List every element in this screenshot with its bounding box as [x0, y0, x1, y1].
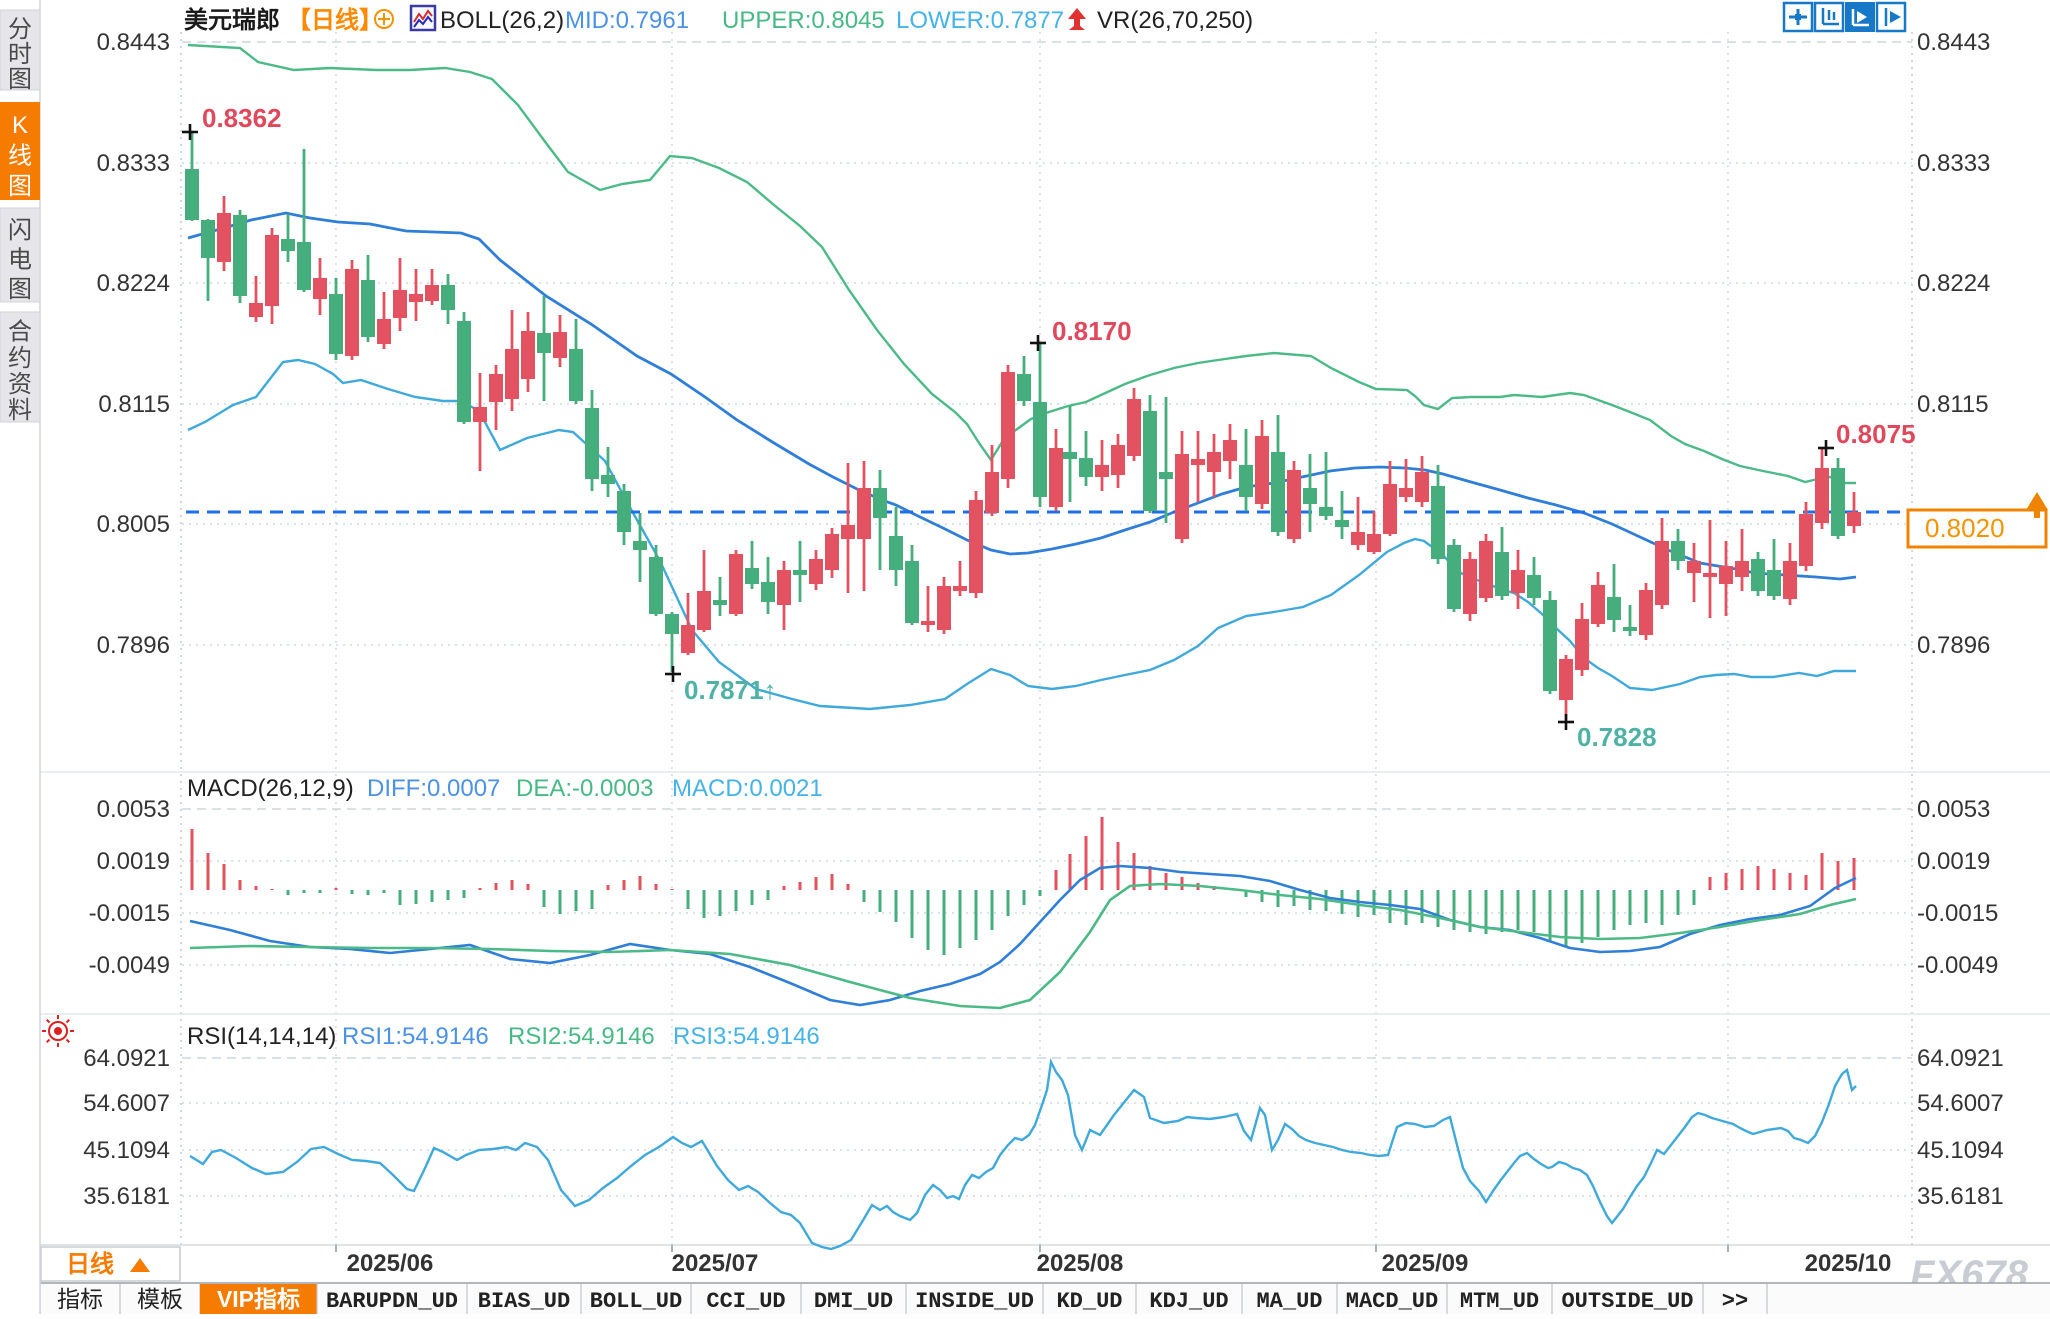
svg-text:0.0019: 0.0019 — [97, 848, 170, 875]
svg-text:RSI(14,14,14): RSI(14,14,14) — [187, 1023, 336, 1050]
svg-text:>>: >> — [1722, 1289, 1748, 1314]
svg-text:0.8115: 0.8115 — [98, 391, 170, 418]
svg-text:0.7871↑: 0.7871↑ — [684, 675, 777, 705]
svg-text:-0.0049: -0.0049 — [1917, 952, 1998, 979]
svg-text:0.8224: 0.8224 — [97, 270, 170, 297]
svg-text:2025/10: 2025/10 — [1805, 1250, 1892, 1277]
svg-text:64.0921: 64.0921 — [1917, 1045, 2004, 1072]
svg-text:0.8362: 0.8362 — [202, 103, 282, 133]
svg-text:DIFF:0.0007: DIFF:0.0007 — [367, 775, 500, 802]
svg-text:MTM_UD: MTM_UD — [1460, 1289, 1539, 1314]
svg-text:LOWER:0.7877: LOWER:0.7877 — [896, 7, 1064, 34]
svg-text:图: 图 — [8, 276, 32, 303]
svg-text:-0.0015: -0.0015 — [89, 900, 170, 927]
svg-text:约: 约 — [8, 345, 32, 372]
svg-text:UPPER:0.8045: UPPER:0.8045 — [722, 7, 885, 34]
svg-text:0.8115: 0.8115 — [1917, 391, 1989, 418]
svg-text:MACD:0.0021: MACD:0.0021 — [672, 775, 823, 802]
svg-text:0.8333: 0.8333 — [1917, 150, 1990, 177]
svg-text:54.6007: 54.6007 — [83, 1090, 170, 1117]
svg-text:MACD_UD: MACD_UD — [1346, 1289, 1438, 1314]
svg-text:0.7896: 0.7896 — [1917, 632, 1990, 659]
svg-text:INSIDE_UD: INSIDE_UD — [915, 1289, 1034, 1314]
svg-text:KD_UD: KD_UD — [1056, 1289, 1122, 1314]
svg-text:0.8224: 0.8224 — [1917, 270, 1990, 297]
svg-text:指标: 指标 — [57, 1286, 103, 1312]
svg-text:0.8333: 0.8333 — [97, 150, 170, 177]
svg-text:VR(26,70,250): VR(26,70,250) — [1097, 7, 1253, 34]
svg-text:35.6181: 35.6181 — [1917, 1183, 2004, 1210]
svg-text:0.8075: 0.8075 — [1836, 419, 1916, 449]
svg-text:CCI_UD: CCI_UD — [706, 1289, 785, 1314]
svg-text:模板: 模板 — [137, 1286, 183, 1312]
svg-text:0.8443: 0.8443 — [1917, 29, 1990, 56]
svg-text:KDJ_UD: KDJ_UD — [1149, 1289, 1228, 1314]
svg-text:图: 图 — [8, 173, 32, 200]
svg-text:美元瑞郎: 美元瑞郎 — [184, 6, 280, 34]
svg-text:2025/06: 2025/06 — [347, 1250, 434, 1277]
svg-text:资: 资 — [8, 371, 32, 398]
svg-text:0.0053: 0.0053 — [1917, 796, 1990, 823]
svg-text:0.7828: 0.7828 — [1577, 722, 1657, 752]
svg-text:DEA:-0.0003: DEA:-0.0003 — [516, 775, 653, 802]
svg-text:BOLL_UD: BOLL_UD — [590, 1289, 682, 1314]
svg-text:图: 图 — [8, 66, 32, 93]
svg-text:RSI3:54.9146: RSI3:54.9146 — [673, 1023, 820, 1050]
svg-text:45.1094: 45.1094 — [1917, 1137, 2004, 1164]
svg-text:RSI2:54.9146: RSI2:54.9146 — [508, 1023, 655, 1050]
svg-text:0.7896: 0.7896 — [97, 632, 170, 659]
svg-text:0.8005: 0.8005 — [97, 511, 170, 538]
svg-text:闪: 闪 — [8, 217, 32, 244]
svg-text:2025/08: 2025/08 — [1037, 1250, 1124, 1277]
svg-text:【日线】: 【日线】 — [287, 7, 383, 34]
svg-text:0.0019: 0.0019 — [1917, 848, 1990, 875]
svg-text:54.6007: 54.6007 — [1917, 1090, 2004, 1117]
svg-text:合: 合 — [8, 319, 32, 346]
svg-text:时: 时 — [8, 41, 32, 68]
svg-text:2025/07: 2025/07 — [672, 1250, 759, 1277]
svg-text:RSI1:54.9146: RSI1:54.9146 — [342, 1023, 489, 1050]
svg-text:35.6181: 35.6181 — [83, 1183, 170, 1210]
svg-text:料: 料 — [8, 397, 32, 424]
svg-text:电: 电 — [8, 246, 32, 273]
svg-text:日线: 日线 — [66, 1251, 114, 1278]
svg-text:0.8020: 0.8020 — [1925, 513, 2005, 543]
svg-text:0.8170: 0.8170 — [1052, 316, 1132, 346]
svg-text:45.1094: 45.1094 — [83, 1137, 170, 1164]
svg-text:64.0921: 64.0921 — [83, 1045, 170, 1072]
svg-text:VIP指标: VIP指标 — [217, 1286, 300, 1312]
svg-text:DMI_UD: DMI_UD — [814, 1289, 893, 1314]
svg-text:BIAS_UD: BIAS_UD — [478, 1289, 570, 1314]
svg-text:K: K — [12, 112, 28, 139]
svg-text:MACD(26,12,9): MACD(26,12,9) — [187, 775, 354, 802]
svg-text:MA_UD: MA_UD — [1256, 1289, 1322, 1314]
svg-text:BARUPDN_UD: BARUPDN_UD — [326, 1289, 458, 1314]
svg-text:0.0053: 0.0053 — [97, 796, 170, 823]
svg-text:MID:0.7961: MID:0.7961 — [565, 7, 689, 34]
svg-text:2025/09: 2025/09 — [1382, 1250, 1469, 1277]
svg-text:-0.0049: -0.0049 — [89, 952, 170, 979]
svg-text:OUTSIDE_UD: OUTSIDE_UD — [1561, 1289, 1693, 1314]
svg-text:分: 分 — [8, 16, 32, 43]
svg-text:0.8443: 0.8443 — [97, 29, 170, 56]
svg-text:BOLL(26,2): BOLL(26,2) — [440, 7, 564, 34]
svg-text:-0.0015: -0.0015 — [1917, 900, 1998, 927]
svg-text:线: 线 — [8, 143, 32, 170]
